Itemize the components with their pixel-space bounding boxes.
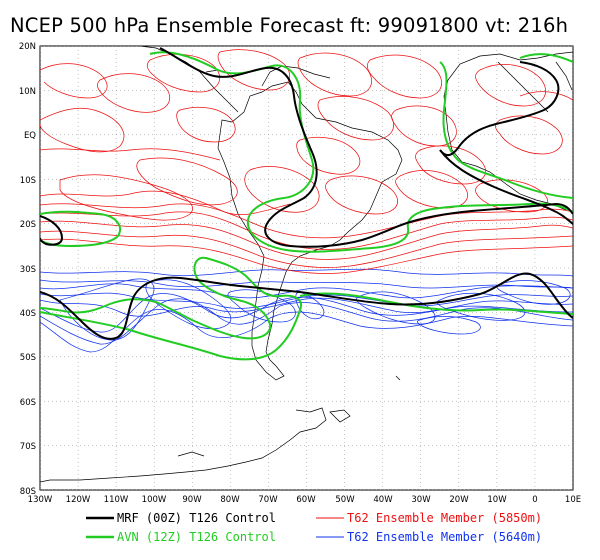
lat-label-30s: 30S xyxy=(20,265,36,275)
legend-label-red: T62 Ensemble Member (5850m) xyxy=(347,511,542,525)
lat-label-80s: 80S xyxy=(20,487,36,497)
lon-label-50w: 50W xyxy=(335,495,355,505)
lon-label-70w: 70W xyxy=(258,495,278,505)
lon-label-60w: 60W xyxy=(296,495,316,505)
lat-label-20n: 20N xyxy=(19,42,36,52)
lon-label-10e: 10E xyxy=(565,495,581,505)
lon-label-120w: 120W xyxy=(66,495,91,505)
mrf-control-contours xyxy=(40,47,573,340)
lat-label-eq: EQ xyxy=(24,131,36,141)
legend-label-avn: AVN (12Z) T126 Control xyxy=(117,530,276,544)
lat-label-10s: 10S xyxy=(20,176,36,186)
lon-label-10w: 10W xyxy=(487,495,507,505)
lon-label-40w: 40W xyxy=(373,495,393,505)
map-frame xyxy=(39,45,574,491)
lat-label-40s: 40S xyxy=(20,309,36,319)
lon-label-110w: 110W xyxy=(104,495,129,505)
latitude-labels: 20N 10N EQ 10S 20S 30S 40S 50S 60S 70S 8… xyxy=(19,42,36,497)
lon-label-100w: 100W xyxy=(142,495,167,505)
lon-label-80w: 80W xyxy=(220,495,240,505)
lon-label-130w: 130W xyxy=(28,495,53,505)
legend-label-mrf: MRF (00Z) T126 Control xyxy=(117,511,276,525)
lon-label-90w: 90W xyxy=(182,495,202,505)
lon-label-30w: 30W xyxy=(411,495,431,505)
lat-label-20s: 20S xyxy=(20,220,36,230)
lat-label-60s: 60S xyxy=(20,398,36,408)
lat-label-50s: 50S xyxy=(20,353,36,363)
lat-label-10n: 10N xyxy=(19,87,36,97)
red-ensemble-contours xyxy=(40,49,573,274)
legend: MRF (00Z) T126 Control T62 Ensemble Memb… xyxy=(86,511,542,544)
lat-label-70s: 70S xyxy=(20,442,36,452)
legend-label-blue: T62 Ensemble Member (5640m) xyxy=(347,530,542,544)
map-title: NCEP 500 hPa Ensemble Forecast ft: 99091… xyxy=(10,14,569,37)
avn-control-contours xyxy=(40,51,573,361)
lon-label-20w: 20W xyxy=(449,495,469,505)
longitude-labels: 130W 120W 110W 100W 90W 80W 70W 60W 50W … xyxy=(28,495,581,505)
lon-label-0: 0 xyxy=(532,495,537,505)
